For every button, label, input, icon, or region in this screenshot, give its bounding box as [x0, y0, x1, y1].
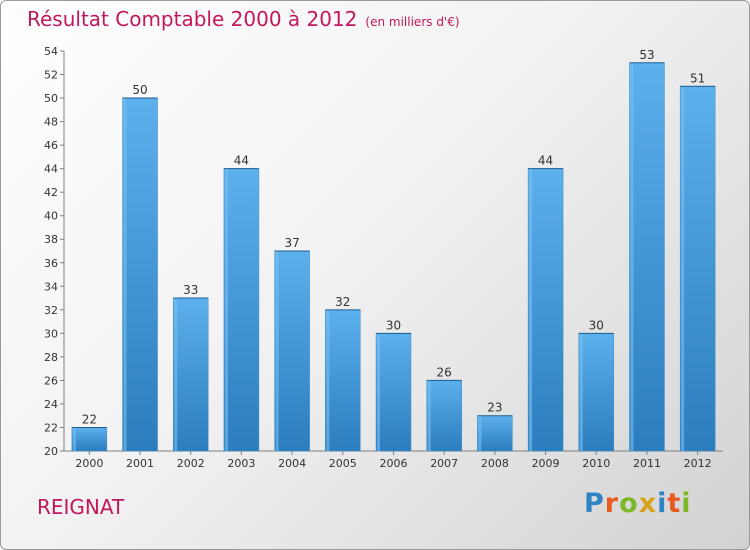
data-label: 53 — [639, 48, 654, 62]
bar-2001 — [122, 97, 158, 452]
chart-subtitle: (en milliers d'€) — [365, 15, 460, 29]
bar-2008 — [477, 415, 513, 452]
proxiti-logo: Proxiti — [584, 488, 692, 519]
bar-highlight-2001 — [123, 98, 127, 451]
x-tick-label: 2010 — [582, 457, 610, 470]
y-tick-label: 54 — [44, 45, 58, 58]
bar-2002 — [172, 297, 209, 452]
bar-highlight-2010 — [579, 333, 583, 451]
bar-highlight-2004 — [275, 251, 279, 451]
y-tick-label: 40 — [44, 210, 58, 223]
bar-2011 — [629, 62, 665, 452]
y-tick-label: 26 — [44, 374, 58, 387]
y-tick-label: 52 — [44, 69, 58, 82]
x-tick-label: 2005 — [329, 457, 357, 470]
y-tick-label: 30 — [44, 327, 58, 340]
chart-title: Résultat Comptable 2000 à 2012 (en millie… — [27, 7, 460, 31]
y-tick-label: 36 — [44, 257, 58, 270]
logo-letter: x — [638, 488, 658, 519]
bar-2012 — [679, 86, 716, 452]
y-tick-label: 32 — [44, 304, 58, 317]
bar-2004 — [274, 250, 310, 452]
data-label: 50 — [132, 83, 147, 97]
x-tick-label: 2001 — [126, 457, 154, 470]
x-tick-label: 2007 — [430, 457, 458, 470]
y-tick-label: 20 — [44, 445, 58, 458]
y-tick-label: 38 — [44, 233, 58, 246]
bar-highlight-2002 — [174, 298, 178, 451]
data-label: 51 — [690, 71, 705, 85]
data-label: 26 — [437, 365, 452, 379]
bar-highlight-2012 — [681, 86, 685, 451]
x-tick-label: 2002 — [177, 457, 205, 470]
y-tick-label: 48 — [44, 116, 58, 129]
bar-highlight-2007 — [427, 380, 431, 451]
y-tick-label: 44 — [44, 163, 58, 176]
town-name: REIGNAT — [37, 495, 125, 519]
logo-letter: i — [681, 488, 692, 519]
logo-letter: t — [667, 488, 682, 519]
logo-letter: P — [584, 488, 605, 519]
bar-2003 — [223, 168, 260, 452]
title-text: Résultat Comptable 2000 à 2012 — [27, 7, 358, 31]
bar-highlight-2011 — [630, 62, 634, 451]
bar-highlight-2008 — [478, 415, 482, 451]
data-label: 23 — [487, 401, 502, 415]
y-tick-label: 24 — [44, 398, 58, 411]
bar-highlight-2000 — [72, 427, 76, 451]
bar-highlight-2005 — [326, 309, 330, 451]
bar-highlight-2006 — [377, 333, 380, 451]
x-tick-label: 2004 — [278, 457, 306, 470]
y-tick-label: 28 — [44, 351, 58, 364]
y-tick-label: 46 — [44, 139, 58, 152]
bar-2005 — [325, 309, 361, 452]
data-label: 30 — [386, 318, 401, 332]
logo-letter: r — [604, 488, 620, 519]
x-tick-label: 2009 — [532, 457, 560, 470]
y-tick-label: 22 — [44, 421, 58, 434]
x-tick-label: 2006 — [380, 457, 408, 470]
y-tick-label: 50 — [44, 92, 58, 105]
data-label: 32 — [335, 295, 350, 309]
data-label: 44 — [234, 154, 249, 168]
data-label: 37 — [284, 236, 299, 250]
logo-letter: i — [657, 488, 668, 519]
y-tick-label: 42 — [44, 186, 58, 199]
bar-highlight-2009 — [529, 168, 533, 451]
bar-highlight-2003 — [224, 168, 228, 451]
x-tick-label: 2011 — [633, 457, 661, 470]
bar-2010 — [578, 333, 615, 452]
x-tick-label: 2000 — [75, 457, 103, 470]
data-label: 30 — [589, 318, 604, 332]
data-label: 22 — [82, 412, 97, 426]
bar-2009 — [527, 168, 564, 452]
y-tick-label: 34 — [44, 280, 58, 293]
bar-2000 — [71, 427, 108, 452]
data-label: 44 — [538, 154, 553, 168]
data-label: 33 — [183, 283, 198, 297]
logo-letter: o — [619, 488, 639, 519]
x-tick-label: 2003 — [227, 457, 255, 470]
bar-2007 — [426, 380, 462, 452]
bar-2006 — [375, 333, 412, 452]
x-tick-label: 2008 — [481, 457, 509, 470]
x-tick-label: 2012 — [684, 457, 712, 470]
